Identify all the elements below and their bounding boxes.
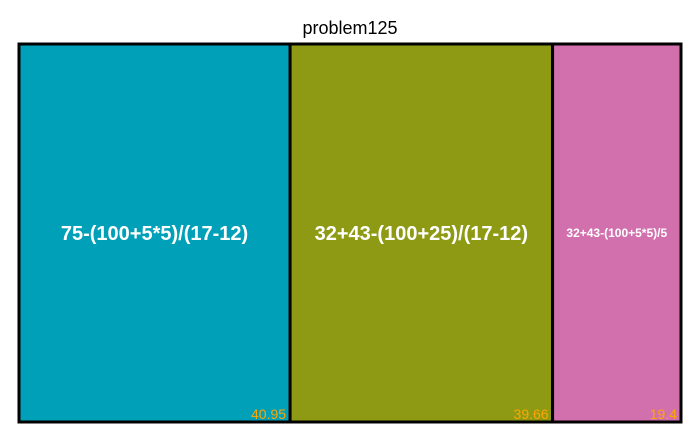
treemap-tile-label-1: 75-(100+5*5)/(17-12) (61, 223, 248, 245)
chart-title: problem125 (302, 18, 398, 38)
treemap-tile-value-1: 40.95 (251, 406, 286, 422)
treemap-tile-value-3: 19.4 (650, 406, 677, 422)
treemap-frame (17, 42, 683, 424)
treemap-tile-label-3: 32+43-(100+5*5)/5 (566, 226, 667, 240)
treemap-tile-label-2: 32+43-(100+25)/(17-12) (315, 223, 528, 245)
treemap-tiles: 75-(100+5*5)/(17-12) 40.95 32+43-(100+25)/… (17, 42, 683, 424)
treemap-tile-value-2: 39.66 (514, 406, 549, 422)
